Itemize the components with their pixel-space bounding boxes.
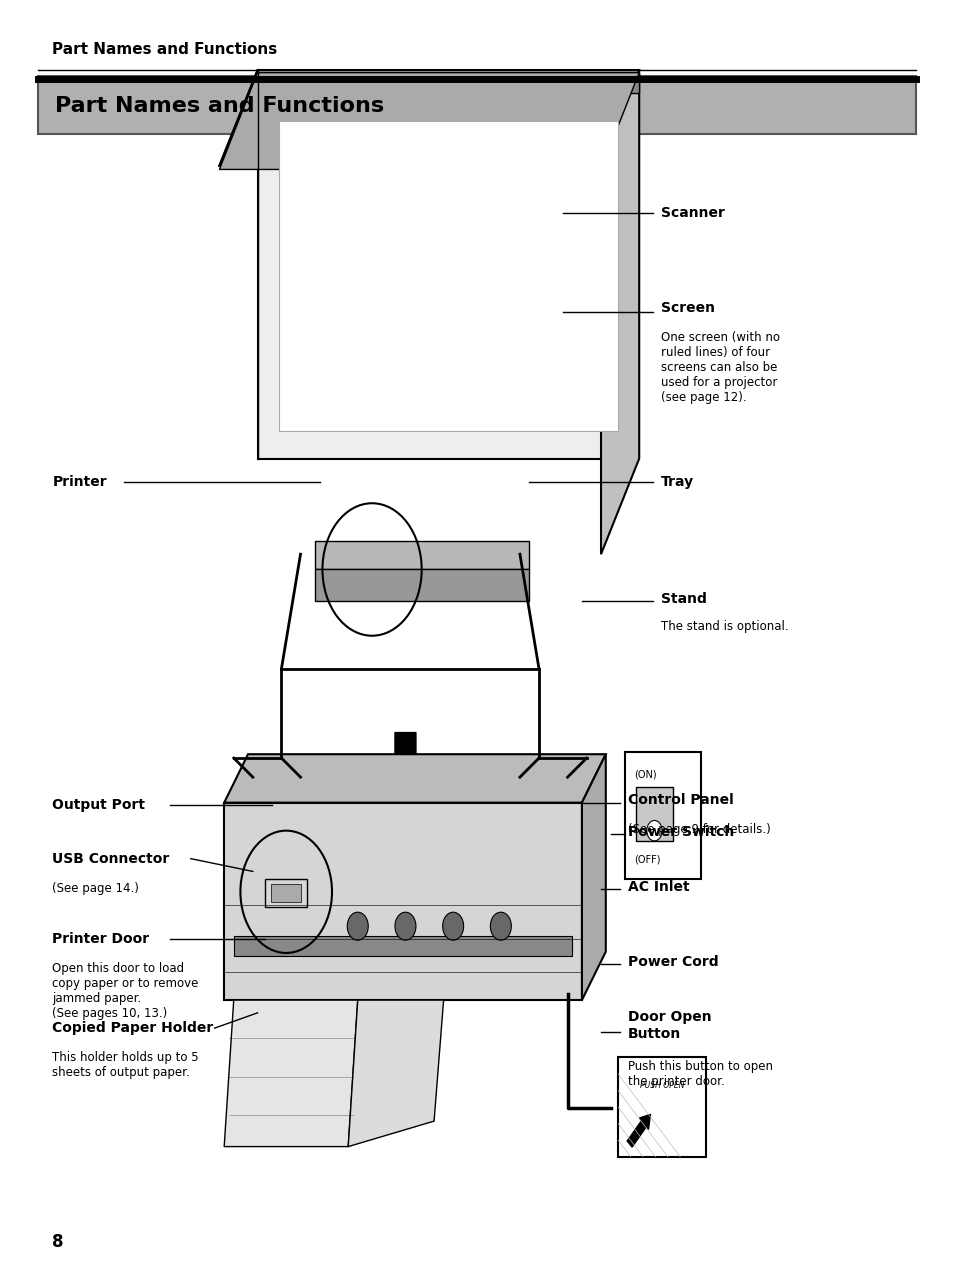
Polygon shape [224, 1000, 357, 1147]
Text: Stand: Stand [660, 592, 706, 605]
Bar [233, 936, 572, 956]
Text: Part Names and Functions: Part Names and Functions [52, 42, 277, 57]
Text: Open this door to load
copy paper or to remove
jammed paper.
(See pages 10, 13.): Open this door to load copy paper or to … [52, 962, 198, 1020]
Text: Push this button to open
the printer door.: Push this button to open the printer doo… [627, 1060, 772, 1088]
Text: AC Inlet: AC Inlet [627, 880, 689, 893]
Bar [314, 569, 529, 601]
Text: One screen (with no
ruled lines) of four
screens can also be
used for a projecto: One screen (with no ruled lines) of four… [660, 331, 780, 404]
Text: Screen: Screen [660, 302, 715, 315]
Bar [265, 879, 307, 907]
Text: (See page 9 for details.): (See page 9 for details.) [627, 823, 770, 836]
Polygon shape [219, 70, 639, 166]
Text: Copied Paper Holder: Copied Paper Holder [52, 1022, 213, 1034]
Circle shape [347, 912, 368, 940]
Text: Output Port: Output Port [52, 799, 145, 812]
Text: Scanner: Scanner [660, 206, 724, 219]
Circle shape [395, 912, 416, 940]
Circle shape [442, 912, 463, 940]
Text: PUSH OPEN: PUSH OPEN [639, 1080, 683, 1091]
Text: Printer Door: Printer Door [52, 933, 150, 945]
Polygon shape [224, 803, 581, 1000]
Text: 8: 8 [52, 1233, 64, 1251]
Text: The stand is optional.: The stand is optional. [660, 620, 788, 633]
FancyArrow shape [626, 1115, 650, 1147]
Text: Power Cord: Power Cord [627, 956, 718, 968]
Text: Printer: Printer [52, 475, 107, 488]
Polygon shape [219, 73, 639, 169]
Text: Part Names and Functions: Part Names and Functions [55, 96, 384, 116]
Text: (ON): (ON) [634, 769, 657, 780]
Bar [314, 541, 529, 569]
Polygon shape [581, 754, 605, 1000]
Polygon shape [600, 70, 639, 554]
Text: Door Open
Button: Door Open Button [627, 1010, 711, 1041]
Polygon shape [348, 1000, 443, 1147]
Polygon shape [224, 754, 605, 803]
Text: USB Connector: USB Connector [52, 852, 170, 865]
Polygon shape [257, 73, 639, 93]
Text: Tray: Tray [660, 475, 694, 488]
Text: (OFF): (OFF) [634, 855, 660, 865]
Text: This holder holds up to 5
sheets of output paper.: This holder holds up to 5 sheets of outp… [52, 1051, 199, 1079]
Bar [271, 884, 301, 902]
Bar [624, 752, 700, 879]
Text: Control Panel: Control Panel [627, 794, 733, 806]
Polygon shape [257, 70, 639, 459]
FancyArrow shape [382, 733, 428, 809]
Circle shape [646, 820, 661, 841]
Text: (See page 14.): (See page 14.) [52, 882, 139, 894]
Circle shape [490, 912, 511, 940]
Bar [38, 76, 915, 134]
Bar [618, 1057, 705, 1157]
Bar [278, 121, 618, 431]
Text: Power Switch: Power Switch [627, 826, 733, 838]
Bar [636, 787, 672, 841]
